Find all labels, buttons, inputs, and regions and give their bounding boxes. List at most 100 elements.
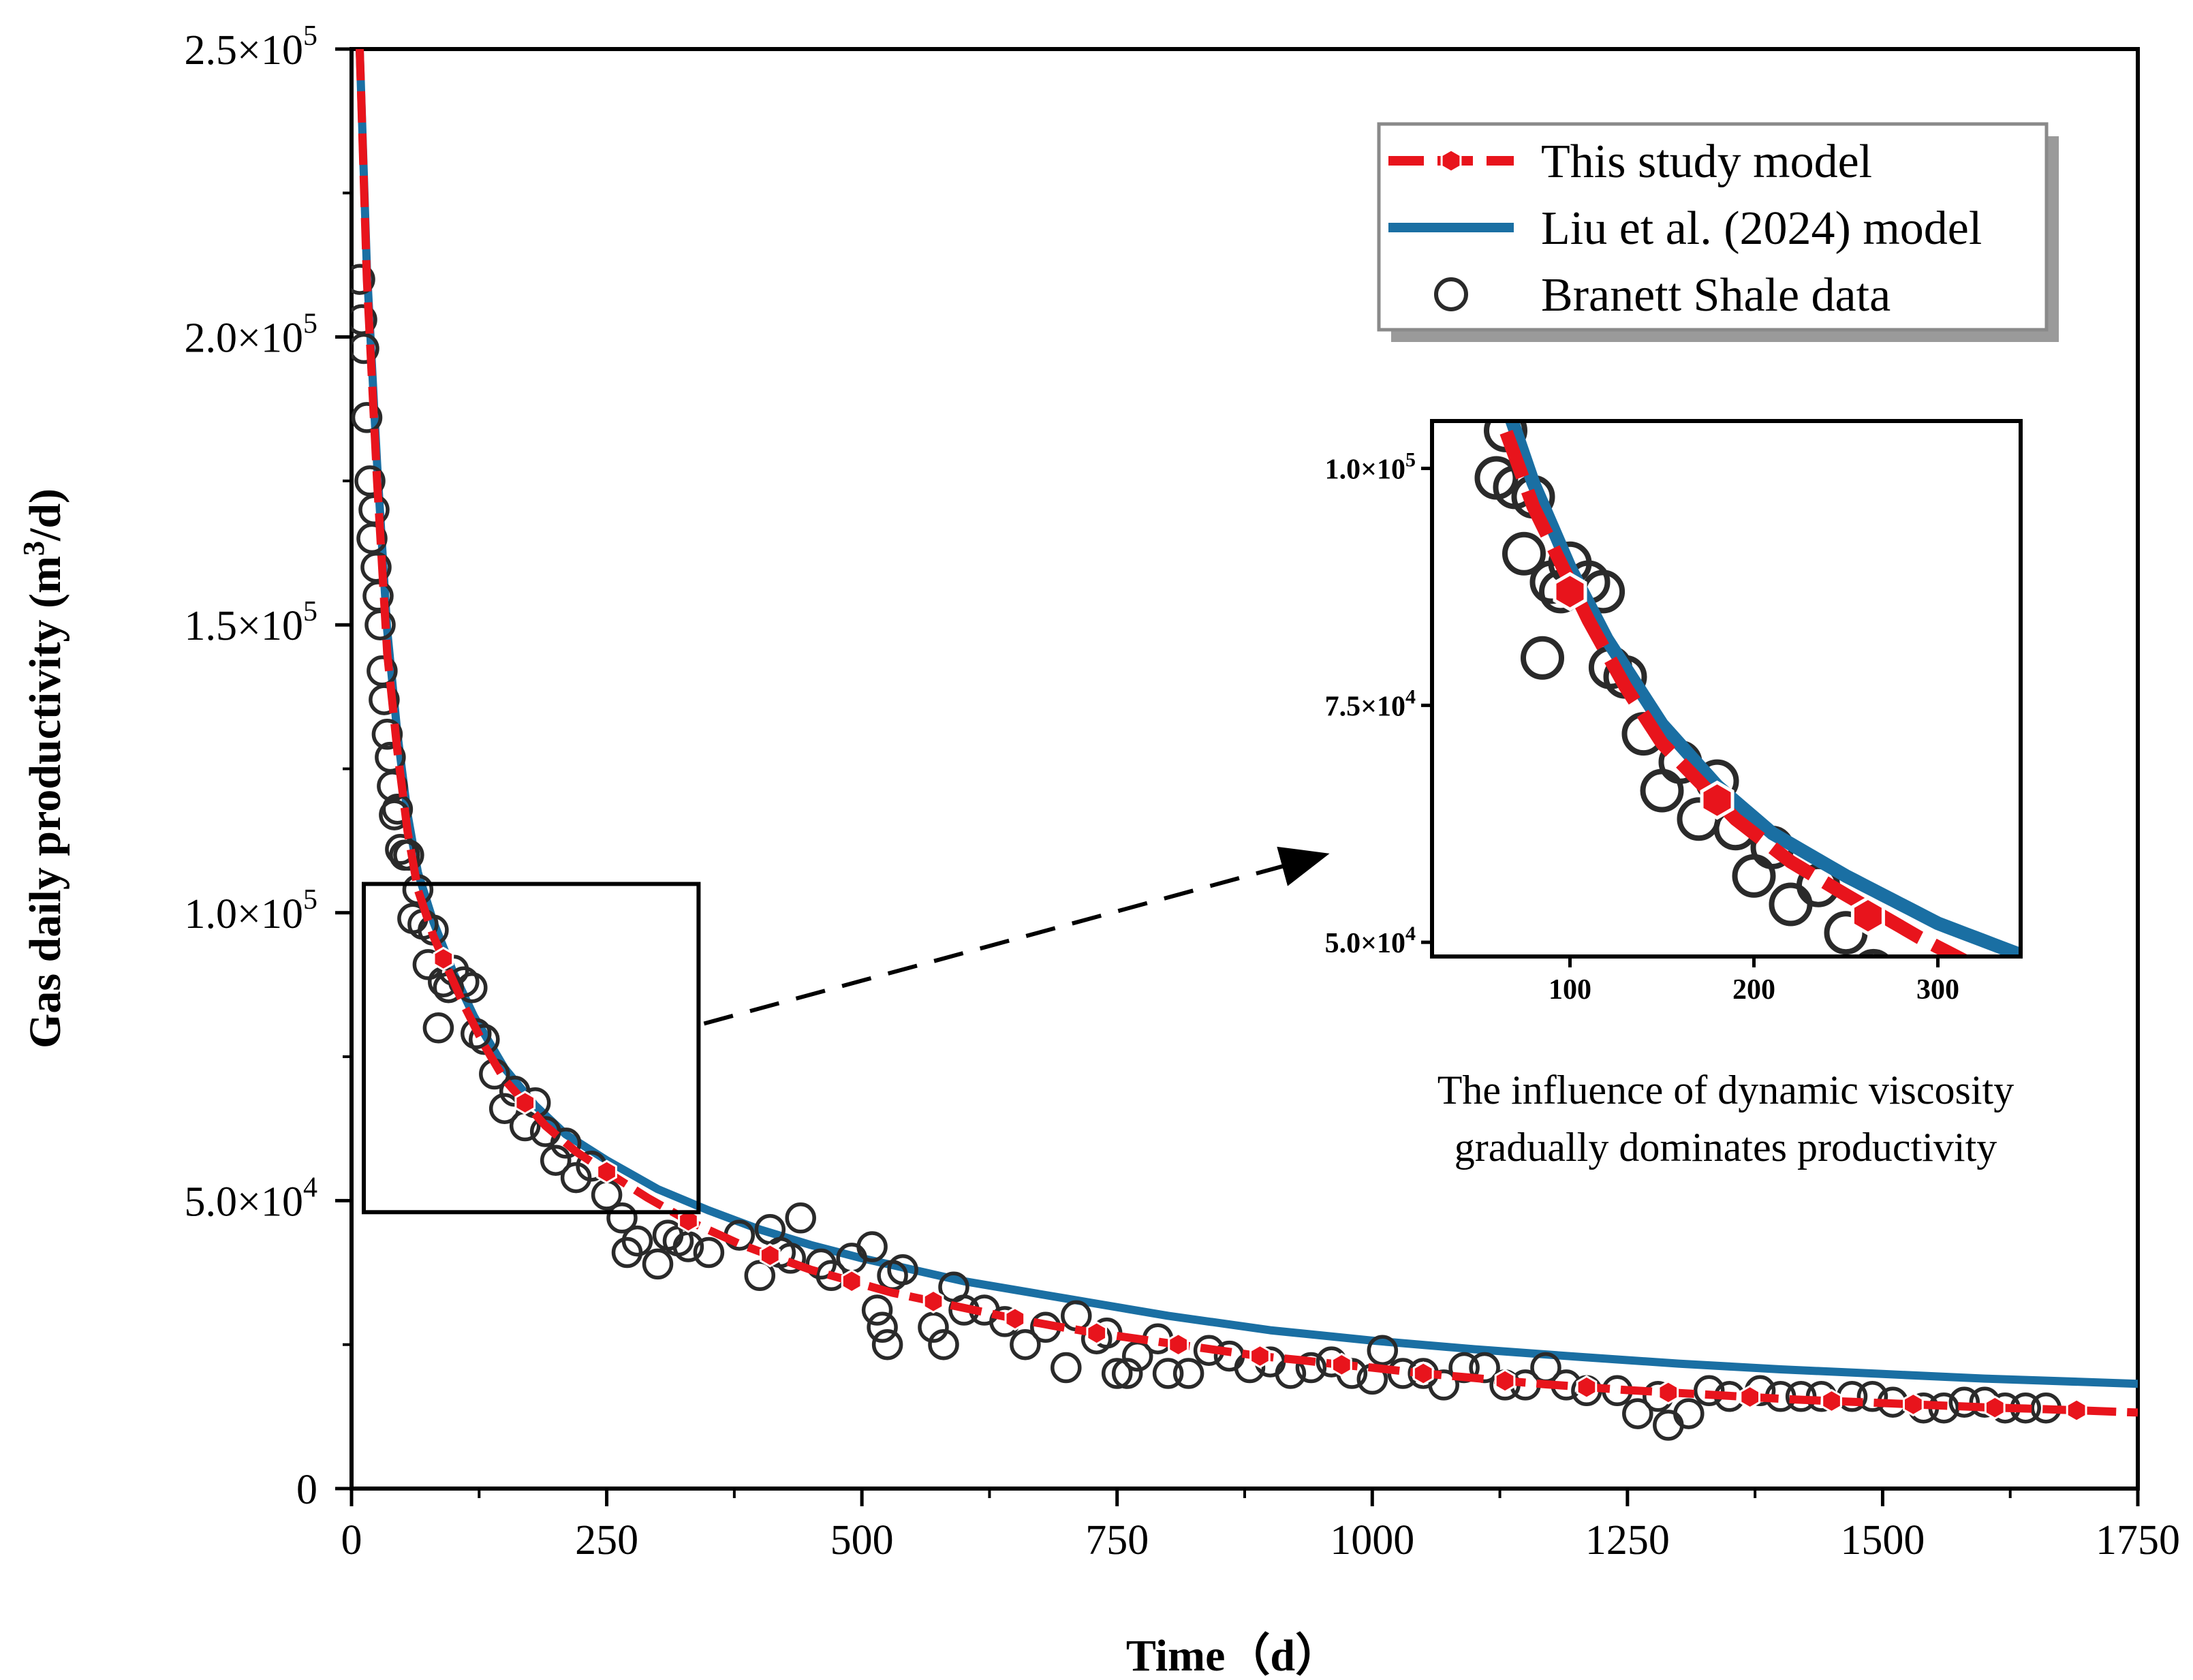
- inset-y-tick-mantissa: 7.5×10: [1325, 691, 1405, 722]
- zoom-region-box: [362, 882, 701, 1215]
- x-axis-title: Time（d）: [1126, 1630, 1340, 1680]
- data-point: [1622, 1398, 1653, 1429]
- inset-y-tick-exponent: 4: [1405, 685, 1416, 708]
- data-point: [642, 1248, 674, 1280]
- legend: This study model Liu et al. (2024) model…: [1377, 122, 2059, 342]
- data-point: [744, 1260, 776, 1292]
- data-point: [540, 1145, 572, 1176]
- inset-data-point: [1470, 354, 1508, 392]
- data-point: [856, 1231, 888, 1262]
- this-study-marker: [1004, 1306, 1026, 1331]
- data-point: [1367, 1335, 1399, 1366]
- inset-data-point: [1864, 1008, 1902, 1046]
- data-point: [1101, 1358, 1133, 1389]
- data-point: [1111, 1358, 1143, 1389]
- y-tick-label: 0: [296, 1467, 317, 1513]
- data-point: [1469, 1352, 1500, 1384]
- annotation-line-1: The influence of dynamic viscosity: [1437, 1068, 2014, 1113]
- x-tick-label: 1500: [1840, 1517, 1925, 1564]
- legend-label-this-study: This study model: [1541, 136, 1872, 188]
- inset-series-liu-model: [1504, 421, 2021, 956]
- data-point: [369, 684, 400, 715]
- series-this-study: [356, 49, 2138, 1422]
- inset-data-point: [2011, 1008, 2049, 1046]
- inset-background: [1432, 421, 2021, 956]
- this-study-marker: [1821, 1388, 1842, 1414]
- data-point: [1295, 1352, 1327, 1384]
- y-tick-mantissa: 1.0×10: [185, 891, 303, 937]
- data-point: [672, 1231, 704, 1262]
- x-tick-label: 250: [575, 1517, 638, 1564]
- data-point: [606, 1202, 638, 1234]
- x-tick-label: 1000: [1330, 1517, 1414, 1564]
- inset-liu-model-line: [1504, 421, 2021, 956]
- this-study-marker: [1984, 1395, 2006, 1420]
- inset-x-tick-label: 300: [1916, 974, 1959, 1006]
- data-point: [1428, 1369, 1459, 1401]
- data-point: [371, 719, 403, 750]
- inset-this-study-marker: [1553, 572, 1587, 612]
- data-point: [1856, 1381, 1888, 1412]
- data-point: [354, 465, 386, 497]
- x-axis: 0 250 500 750 1000 1250 1500 1750: [341, 1489, 2180, 1564]
- y-tick-mantissa: 1.5×10: [185, 603, 303, 649]
- inset-this-study-line: [1497, 421, 1972, 956]
- inset-data-point: [1956, 990, 1994, 1028]
- this-study-marker: [1412, 1361, 1434, 1386]
- inset-data-point: [1521, 636, 1564, 680]
- data-point: [364, 609, 396, 640]
- x-tick-label: 1750: [2096, 1517, 2180, 1564]
- y-tick-label: 5.0×104: [185, 1172, 317, 1225]
- y-tick-mantissa: 2.5×10: [185, 27, 303, 74]
- data-point: [550, 1127, 582, 1159]
- this-study-marker: [759, 1243, 781, 1268]
- y-axis-title-sup: 3: [17, 541, 50, 556]
- inset-data-point: [1455, 345, 1493, 384]
- data-point: [393, 839, 424, 871]
- x-tick-label: 0: [341, 1517, 362, 1564]
- inset-y-tick-label: 7.5×104: [1325, 685, 1416, 722]
- inset-plot-area: [1455, 345, 2049, 1065]
- this-study-marker: [433, 946, 454, 971]
- inset-x-tick-label: 200: [1732, 974, 1775, 1006]
- legend-marker-this-study: [1440, 149, 1462, 173]
- y-axis-title-main: Gas daily productivity (m: [20, 556, 70, 1048]
- this-study-marker: [1086, 1321, 1108, 1345]
- this-study-marker: [1168, 1332, 1189, 1357]
- inset-y-tick-exponent: 5: [1405, 449, 1416, 471]
- legend-label-liu: Liu et al. (2024) model: [1541, 202, 1982, 255]
- data-point: [928, 1328, 959, 1360]
- data-point: [352, 402, 383, 433]
- this-study-marker: [1903, 1392, 1924, 1417]
- y-tick-exponent: 5: [303, 20, 317, 52]
- this-study-marker: [841, 1269, 862, 1294]
- y-axis-title: Gas daily productivity (m3/d): [17, 488, 70, 1048]
- data-point: [918, 1311, 949, 1343]
- data-point: [1673, 1398, 1705, 1429]
- legend-marker-shale-data: [1434, 277, 1468, 311]
- inset-y-tick-exponent: 4: [1405, 922, 1416, 945]
- data-point: [352, 332, 379, 364]
- this-study-marker: [596, 1160, 617, 1184]
- inset-this-study-marker: [1850, 896, 1885, 936]
- this-study-marker: [922, 1289, 944, 1314]
- inset-frame: [1430, 419, 2023, 959]
- inset-data-point: [1856, 948, 1891, 956]
- y-tick-mantissa: 2.0×10: [185, 315, 303, 362]
- inset-data-point: [1919, 1027, 1957, 1065]
- inset-data-point: [1502, 531, 1546, 576]
- data-point: [871, 1328, 903, 1360]
- this-study-marker: [1739, 1384, 1760, 1410]
- inset-x-tick-label: 100: [1549, 974, 1591, 1006]
- y-tick-label: 2.0×105: [185, 309, 317, 362]
- data-point: [1948, 1386, 1980, 1418]
- data-point: [1152, 1358, 1184, 1389]
- data-point: [1448, 1352, 1480, 1384]
- data-point: [1061, 1300, 1092, 1332]
- y-tick-label: 1.0×105: [185, 884, 317, 937]
- this-study-line: [356, 49, 2138, 1417]
- this-study-marker: [2066, 1398, 2087, 1422]
- data-point: [1693, 1375, 1725, 1407]
